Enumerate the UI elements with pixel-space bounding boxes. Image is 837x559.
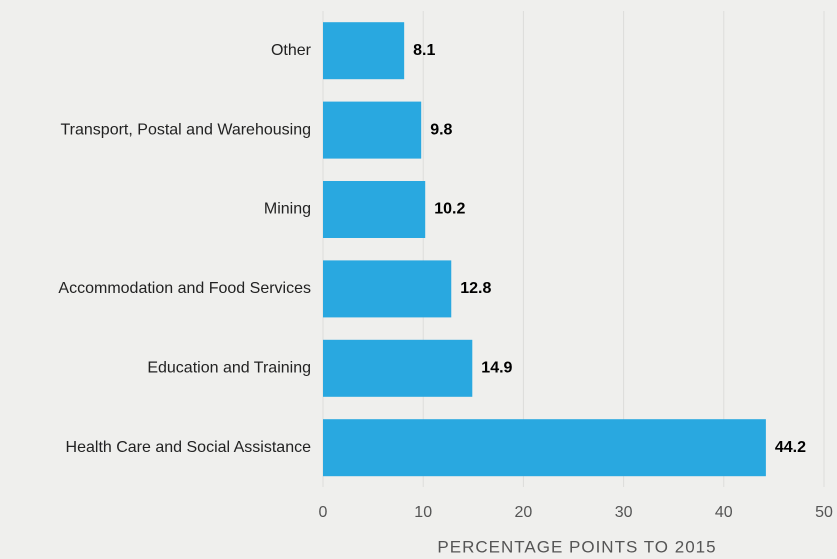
y-tick-label: Education and Training	[147, 360, 311, 377]
bar	[323, 101, 422, 159]
x-tick-label: 0	[319, 504, 328, 521]
x-tick-label: 30	[615, 504, 633, 521]
value-label: 14.9	[481, 360, 512, 377]
bar	[323, 339, 473, 397]
x-tick-label: 40	[715, 504, 733, 521]
bar	[323, 419, 766, 477]
value-label: 10.2	[434, 201, 465, 218]
y-tick-label: Health Care and Social Assistance	[66, 439, 312, 456]
x-tick-label: 50	[815, 504, 833, 521]
bar	[323, 260, 452, 318]
value-label: 9.8	[430, 121, 452, 138]
y-tick-label: Accommodation and Food Services	[58, 280, 311, 297]
value-label: 12.8	[460, 280, 491, 297]
value-label: 8.1	[413, 42, 435, 59]
x-tick-label: 20	[515, 504, 533, 521]
x-tick-label: 10	[414, 504, 432, 521]
value-label: 44.2	[775, 439, 806, 456]
y-tick-label: Other	[271, 42, 312, 59]
bar	[323, 22, 405, 80]
bar	[323, 181, 426, 238]
y-tick-label: Transport, Postal and Warehousing	[61, 121, 312, 138]
x-axis-title: PERCENTAGE POINTS TO 2015	[437, 537, 716, 556]
y-tick-label: Mining	[264, 201, 311, 218]
